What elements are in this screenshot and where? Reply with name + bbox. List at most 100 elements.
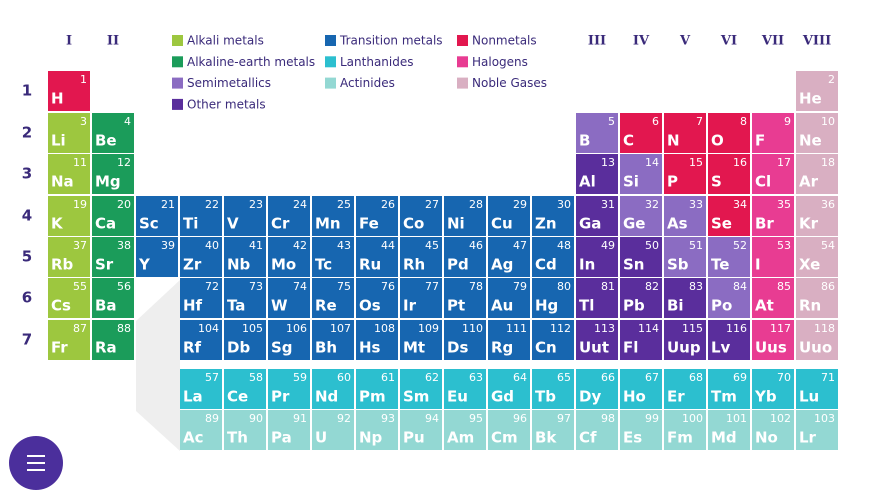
legend-item[interactable]: Transition metals bbox=[325, 34, 443, 48]
element-cell[interactable]: 13 Al bbox=[576, 154, 618, 194]
element-cell[interactable]: 62 Sm bbox=[400, 369, 442, 409]
element-cell[interactable]: 28 Ni bbox=[444, 196, 486, 236]
element-cell[interactable]: 110 Ds bbox=[444, 320, 486, 360]
legend-item[interactable]: Halogens bbox=[457, 55, 528, 69]
element-cell[interactable]: 92 U bbox=[312, 410, 354, 450]
element-cell[interactable]: 118 Uuo bbox=[796, 320, 838, 360]
element-cell[interactable]: 1H bbox=[48, 71, 90, 111]
element-cell[interactable]: 19 K bbox=[48, 196, 90, 236]
element-cell[interactable]: 53 I bbox=[752, 237, 794, 277]
element-cell[interactable]: 93 Np bbox=[356, 410, 398, 450]
element-cell[interactable]: 103 Lr bbox=[796, 410, 838, 450]
element-cell[interactable]: 23 V bbox=[224, 196, 266, 236]
element-cell[interactable]: 7N bbox=[664, 113, 706, 153]
legend-item[interactable]: Lanthanides bbox=[325, 55, 414, 69]
element-cell[interactable]: 8O bbox=[708, 113, 750, 153]
legend-item[interactable]: Nonmetals bbox=[457, 34, 537, 48]
element-cell[interactable]: 15 P bbox=[664, 154, 706, 194]
element-cell[interactable]: 39 Y bbox=[136, 237, 178, 277]
element-cell[interactable]: 64 Gd bbox=[488, 369, 530, 409]
element-cell[interactable]: 69 Tm bbox=[708, 369, 750, 409]
element-cell[interactable]: 16 S bbox=[708, 154, 750, 194]
legend-item[interactable]: Actinides bbox=[325, 76, 395, 90]
element-cell[interactable]: 101 Md bbox=[708, 410, 750, 450]
legend-item[interactable]: Alkaline-earth metals bbox=[172, 55, 315, 69]
element-cell[interactable]: 111 Rg bbox=[488, 320, 530, 360]
element-cell[interactable]: 4 Be bbox=[92, 113, 134, 153]
element-cell[interactable]: 107 Bh bbox=[312, 320, 354, 360]
element-cell[interactable]: 80 Hg bbox=[532, 278, 574, 318]
element-cell[interactable]: 11 Na bbox=[48, 154, 90, 194]
element-cell[interactable]: 68 Er bbox=[664, 369, 706, 409]
element-cell[interactable]: 74 W bbox=[268, 278, 310, 318]
element-cell[interactable]: 104 Rf bbox=[180, 320, 222, 360]
element-cell[interactable]: 106 Sg bbox=[268, 320, 310, 360]
element-cell[interactable]: 37 Rb bbox=[48, 237, 90, 277]
element-cell[interactable]: 6C bbox=[620, 113, 662, 153]
element-cell[interactable]: 14 Si bbox=[620, 154, 662, 194]
element-cell[interactable]: 87 Fr bbox=[48, 320, 90, 360]
element-cell[interactable]: 3 Li bbox=[48, 113, 90, 153]
element-cell[interactable]: 77 Ir bbox=[400, 278, 442, 318]
element-cell[interactable]: 108 Hs bbox=[356, 320, 398, 360]
element-cell[interactable]: 100 Fm bbox=[664, 410, 706, 450]
element-cell[interactable]: 67 Ho bbox=[620, 369, 662, 409]
element-cell[interactable]: 60 Nd bbox=[312, 369, 354, 409]
element-cell[interactable]: 105 Db bbox=[224, 320, 266, 360]
element-cell[interactable]: 73 Ta bbox=[224, 278, 266, 318]
element-cell[interactable]: 83 Bi bbox=[664, 278, 706, 318]
element-cell[interactable]: 10 Ne bbox=[796, 113, 838, 153]
element-cell[interactable]: 17 Cl bbox=[752, 154, 794, 194]
legend-item[interactable]: Semimetallics bbox=[172, 76, 271, 90]
menu-button[interactable] bbox=[9, 436, 63, 490]
element-cell[interactable]: 115 Uup bbox=[664, 320, 706, 360]
element-cell[interactable]: 9F bbox=[752, 113, 794, 153]
element-cell[interactable]: 102 No bbox=[752, 410, 794, 450]
element-cell[interactable]: 112 Cn bbox=[532, 320, 574, 360]
legend-item[interactable]: Other metals bbox=[172, 97, 266, 111]
element-cell[interactable]: 41 Nb bbox=[224, 237, 266, 277]
element-cell[interactable]: 52 Te bbox=[708, 237, 750, 277]
element-cell[interactable]: 43 Tc bbox=[312, 237, 354, 277]
element-cell[interactable]: 61 Pm bbox=[356, 369, 398, 409]
element-cell[interactable]: 109 Mt bbox=[400, 320, 442, 360]
element-cell[interactable]: 25 Mn bbox=[312, 196, 354, 236]
